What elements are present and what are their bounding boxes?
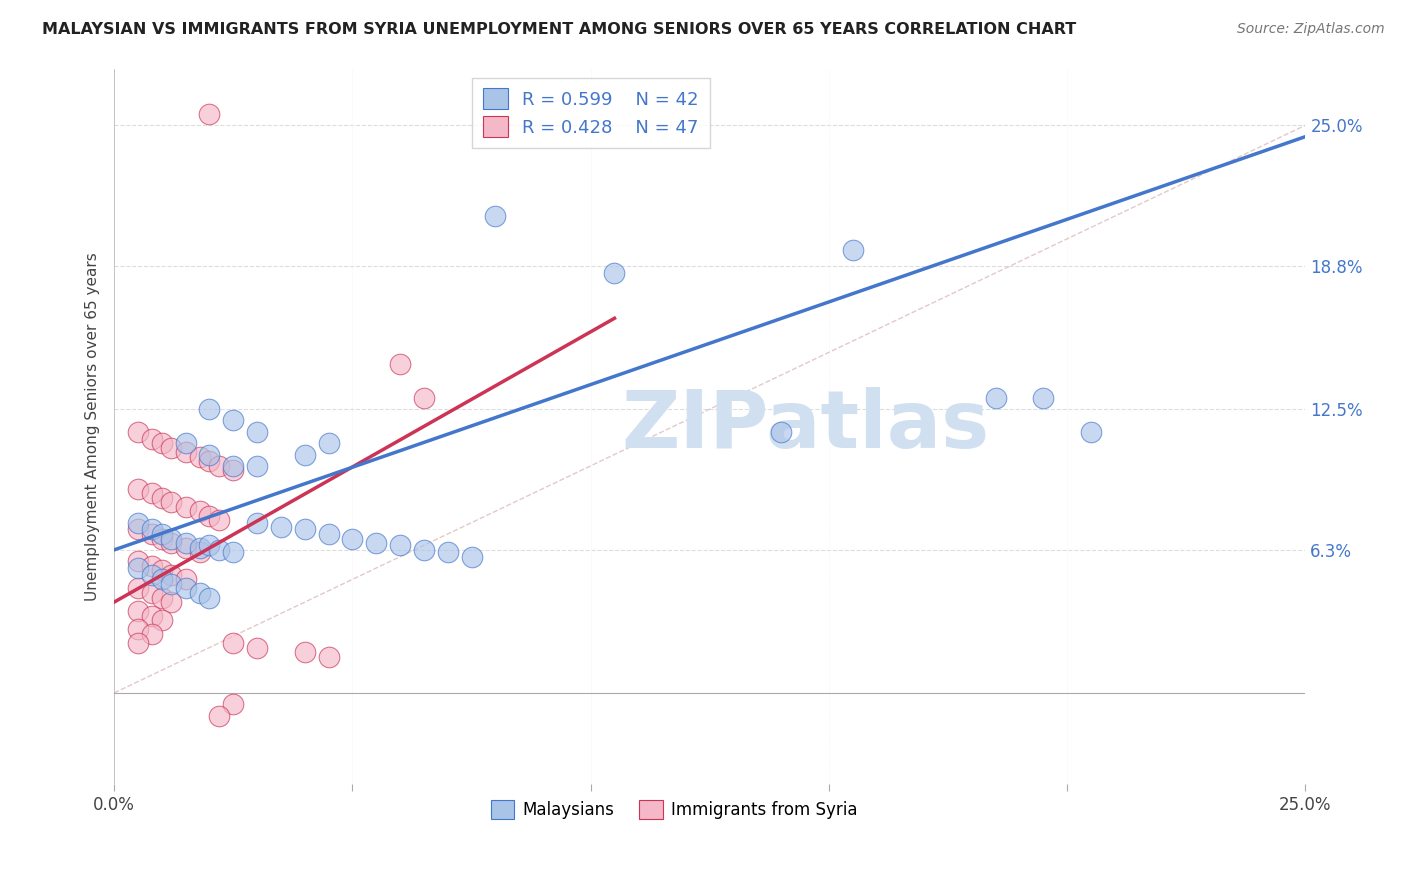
Point (198, 538, 221, 552)
Point (294, 448, 316, 462)
Point (208, 542, 231, 557)
Y-axis label: Unemployment Among Seniors over 65 years: Unemployment Among Seniors over 65 years (86, 252, 100, 600)
Point (150, 563, 173, 577)
Point (174, 445, 197, 459)
Point (460, 549, 482, 564)
Point (222, 698, 245, 712)
Point (841, 243, 863, 257)
Point (412, 391, 434, 405)
Point (160, 595, 183, 609)
Point (389, 357, 412, 371)
Point (1032, 391, 1054, 405)
Text: ZIPatlas: ZIPatlas (621, 387, 990, 465)
Point (412, 542, 434, 557)
Point (141, 558, 163, 573)
Point (603, 266, 626, 280)
Point (222, 458, 245, 473)
Point (150, 491, 173, 505)
Point (188, 586, 211, 600)
Point (127, 482, 149, 496)
Point (127, 623, 149, 637)
Point (127, 636, 149, 650)
Point (208, 458, 231, 473)
Point (366, 536, 388, 550)
Point (198, 591, 221, 605)
Legend: Malaysians, Immigrants from Syria: Malaysians, Immigrants from Syria (484, 793, 865, 825)
Point (160, 441, 183, 455)
Point (141, 627, 163, 641)
Point (127, 523, 149, 537)
Point (342, 532, 364, 546)
Point (150, 591, 173, 605)
Point (150, 613, 173, 627)
Point (150, 573, 173, 587)
Point (198, 107, 221, 121)
Point (141, 586, 163, 600)
Point (174, 582, 197, 596)
Point (174, 500, 197, 514)
Point (188, 541, 211, 555)
Point (141, 432, 163, 446)
Text: Source: ZipAtlas.com: Source: ZipAtlas.com (1237, 22, 1385, 37)
Point (174, 573, 197, 587)
Text: MALAYSIAN VS IMMIGRANTS FROM SYRIA UNEMPLOYMENT AMONG SENIORS OVER 65 YEARS CORR: MALAYSIAN VS IMMIGRANTS FROM SYRIA UNEMP… (42, 22, 1077, 37)
Point (222, 413, 245, 427)
Point (246, 516, 269, 530)
Point (141, 608, 163, 623)
Point (160, 495, 183, 509)
Point (150, 532, 173, 546)
Point (318, 436, 340, 450)
Point (318, 649, 340, 664)
Point (770, 425, 793, 439)
Point (246, 458, 269, 473)
Point (198, 508, 221, 523)
Point (160, 567, 183, 582)
Point (127, 554, 149, 568)
Point (174, 536, 197, 550)
Point (188, 450, 211, 464)
Point (160, 577, 183, 591)
Point (150, 436, 173, 450)
Point (294, 645, 316, 659)
Point (318, 527, 340, 541)
Point (222, 545, 245, 559)
Point (246, 425, 269, 439)
Point (484, 209, 506, 223)
Point (160, 532, 183, 546)
Point (294, 523, 316, 537)
Point (246, 640, 269, 655)
Point (389, 538, 412, 552)
Point (436, 545, 458, 559)
Point (141, 486, 163, 500)
Point (198, 454, 221, 468)
Point (222, 636, 245, 650)
Point (141, 527, 163, 541)
Point (127, 561, 149, 575)
Point (160, 536, 183, 550)
Point (127, 604, 149, 618)
Point (198, 448, 221, 462)
Point (150, 527, 173, 541)
Point (984, 391, 1007, 405)
Point (270, 520, 292, 534)
Point (141, 567, 163, 582)
Point (141, 523, 163, 537)
Point (188, 545, 211, 559)
Point (127, 582, 149, 596)
Point (127, 516, 149, 530)
Point (208, 513, 231, 527)
Point (127, 425, 149, 439)
Point (208, 708, 231, 723)
Point (222, 463, 245, 477)
Point (198, 402, 221, 417)
Point (174, 436, 197, 450)
Point (188, 504, 211, 518)
Point (1080, 425, 1102, 439)
Point (174, 541, 197, 555)
